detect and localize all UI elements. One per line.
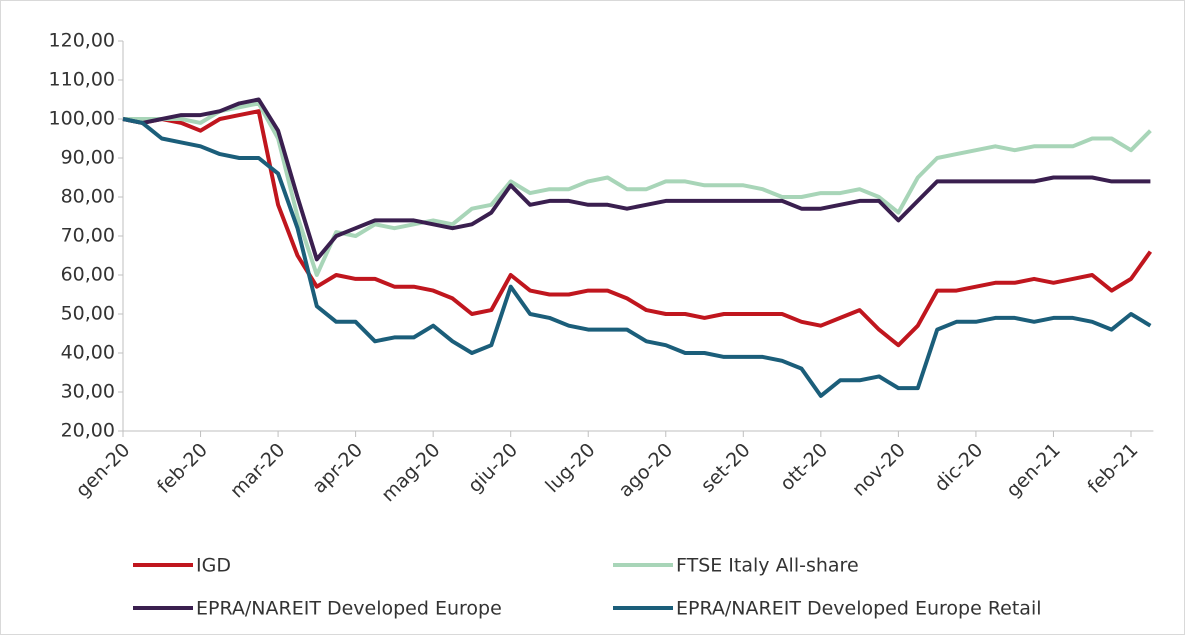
series-line (122, 117, 1152, 398)
legend-label: FTSE Italy All-share (676, 555, 859, 577)
y-tick-label: 40,00 (61, 342, 115, 364)
series-line (122, 97, 1151, 262)
y-tick-label: 70,00 (61, 225, 115, 247)
legend-label: EPRA/NAREIT Developed Europe Retail (676, 598, 1042, 620)
legend-label: EPRA/NAREIT Developed Europe (196, 598, 502, 620)
y-tick-label: 80,00 (61, 186, 115, 208)
y-tick-label: 20,00 (61, 420, 115, 442)
y-tick-label: 50,00 (61, 303, 115, 325)
y-tick-label: 100,00 (49, 108, 115, 130)
y-tick-label: 120,00 (49, 30, 115, 52)
y-tick-label: 30,00 (61, 381, 115, 403)
legend-label: IGD (196, 555, 231, 577)
y-tick-label: 110,00 (49, 69, 115, 91)
y-tick-label: 60,00 (61, 264, 115, 286)
series-line (123, 101, 1152, 277)
y-tick-label: 90,00 (61, 147, 115, 169)
series-line (122, 109, 1153, 348)
